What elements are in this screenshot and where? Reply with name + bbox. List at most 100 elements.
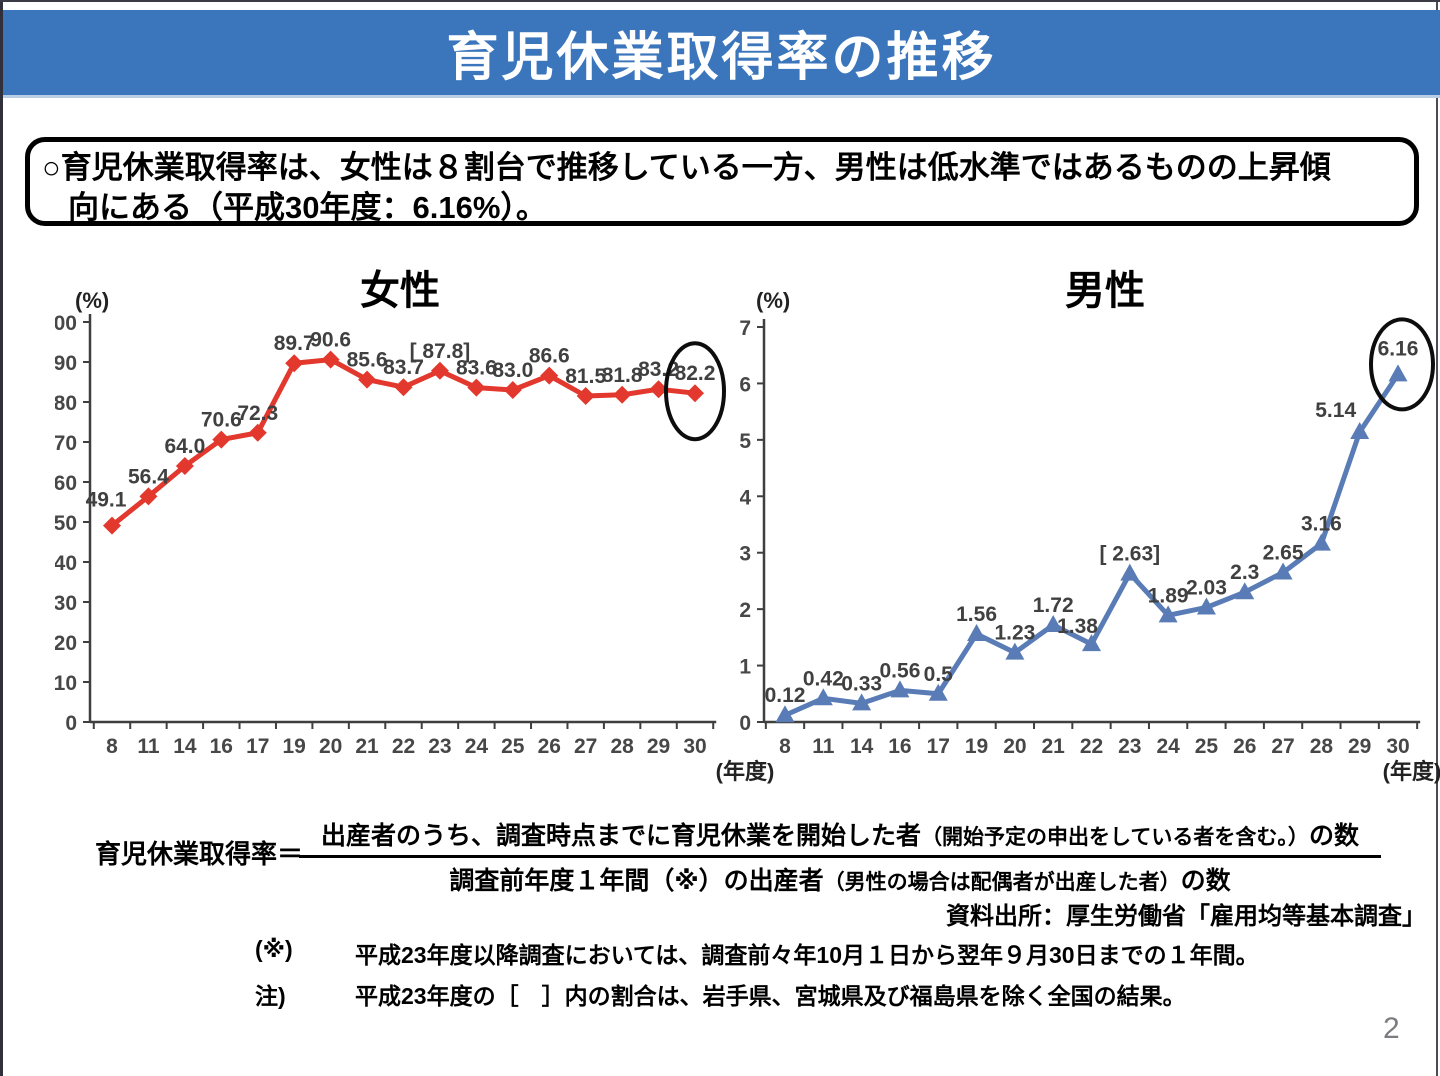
y-axis-tick-label: 20 (55, 632, 77, 655)
y-axis-unit-label: (%) (756, 288, 790, 313)
y-axis-tick-label: 6 (740, 373, 751, 396)
formula-lhs: 育児休業取得率＝ (95, 839, 304, 869)
data-point-marker (1043, 614, 1063, 632)
summary-text: ○育児休業取得率は、女性は８割台で推移している一方、男性は低水準ではあるものの上… (42, 148, 1402, 227)
summary-box: ○育児休業取得率は、女性は８割台で推移している一方、男性は低水準ではあるものの上… (25, 137, 1419, 226)
formula-numerator: 出産者のうち、調査時点までに育児休業を開始した者（開始予定の申出をしている者を含… (299, 816, 1381, 852)
summary-line-2: 向にある（平成30年度：6.16%）。 (68, 189, 547, 225)
data-point-marker (503, 381, 522, 399)
male-chart: 0 1 2 3 4 5 6 7 8 11 14 16 17 19 20 21 22 23 24 25 26 27 28 29 3… (739, 272, 1440, 802)
x-axis-tick-label: 17 (927, 735, 950, 758)
data-point-label: 56.4 (128, 465, 169, 488)
data-point-label: 64.0 (164, 435, 205, 458)
page-top-border (0, 0, 1440, 2)
data-point-marker (1350, 421, 1370, 439)
x-axis-tick-label: 23 (1118, 735, 1141, 758)
data-point-label: 0.42 (803, 667, 844, 690)
x-axis-tick-label: 21 (355, 735, 379, 758)
data-point-label: 1.23 (994, 622, 1035, 645)
data-point-label: 83.6 (456, 357, 497, 380)
data-point-label: 2.65 (1263, 541, 1304, 564)
x-axis-tick-label: 30 (683, 735, 706, 758)
chart-canvas: 0102030405060708090100811141617192021222… (42, 288, 775, 784)
source-attribution: 資料出所：厚生労働省「雇用均等基本調査」 (946, 903, 1426, 930)
data-point-marker (540, 366, 559, 385)
formula: 育児休業取得率＝ 出産者のうち、調査時点までに育児休業を開始した者（開始予定の申… (95, 816, 1395, 895)
page-title: 育児休業取得率の推移 (446, 29, 997, 87)
data-point-label: 82.2 (675, 362, 716, 385)
data-point-marker (139, 487, 158, 506)
numerator-main: 出産者のうち、調査時点までに育児休業を開始した者 (321, 822, 922, 850)
data-point-label: 83.0 (492, 359, 533, 382)
series-line (782, 371, 1401, 718)
data-point-marker (1196, 597, 1216, 615)
x-axis-tick-label: 24 (465, 735, 489, 758)
y-axis-tick-label: 5 (740, 430, 751, 453)
data-point-label: 1.72 (1033, 594, 1074, 617)
y-axis-tick-label: 10 (55, 672, 77, 695)
data-point-label: 81.8 (602, 364, 643, 387)
y-axis-tick-label: 7 (740, 317, 751, 340)
summary-line-1: ○育児休業取得率は、女性は８割台で推移している一方、男性は低水準ではあるものの上… (42, 150, 1331, 185)
highlight-ellipse (1369, 317, 1435, 412)
x-axis-tick-label: 23 (428, 735, 451, 758)
y-axis-unit-label: (%) (75, 288, 109, 313)
y-axis-tick-label: 0 (65, 712, 77, 735)
data-point-marker (1273, 562, 1293, 580)
y-axis-tick-label: 60 (55, 472, 77, 495)
data-point-marker (852, 693, 872, 711)
x-axis-tick-label: 8 (779, 735, 791, 758)
x-axis-tick-label: 14 (173, 735, 197, 758)
data-point-label: 0.12 (765, 684, 806, 707)
page-left-border (0, 0, 3, 1076)
note-2-text: 平成23年度の［ ］内の割合は、岩手県、宮城県及び福島県を除く全国の結果。 (355, 983, 1186, 1009)
x-axis-tick-label: 11 (137, 735, 160, 758)
y-axis-tick-label: 0 (740, 712, 751, 735)
data-point-marker (686, 384, 704, 403)
y-axis-tick-label: 50 (55, 512, 77, 535)
data-point-label: [ 87.8] (410, 340, 471, 363)
data-point-label: 6.16 (1378, 337, 1419, 360)
x-axis-tick-label: 29 (1348, 735, 1371, 758)
data-point-marker (775, 705, 795, 723)
title-bar: 育児休業取得率の推移 (3, 10, 1440, 98)
x-axis-tick-label: 22 (392, 735, 415, 758)
x-axis-tick-label: 17 (246, 735, 269, 758)
y-axis-tick-label: 80 (55, 392, 77, 415)
x-axis-caption: (年度) (716, 759, 775, 784)
numerator-suffix: の数 (1308, 822, 1359, 850)
x-axis-tick-label: 16 (210, 735, 233, 758)
y-axis-tick-label: 90 (55, 352, 77, 375)
note-1-text: 平成23年度以降調査においては、調査前々年10月１日から翌年９月30日までの１年… (355, 942, 1259, 968)
x-axis-tick-label: 19 (965, 735, 988, 758)
data-point-marker (1120, 563, 1140, 581)
data-point-label: 90.6 (310, 329, 351, 352)
x-axis-tick-label: 8 (106, 735, 118, 758)
data-point-label: 0.33 (841, 672, 882, 695)
data-point-marker (1311, 533, 1331, 551)
fraction-bar (299, 855, 1381, 858)
data-point-marker (1005, 642, 1025, 660)
x-axis-tick-label: 30 (1386, 735, 1409, 758)
page-right-border (1436, 0, 1438, 1076)
data-point-marker (321, 350, 340, 369)
data-point-label: 1.89 (1148, 584, 1189, 607)
x-axis-caption: (年度) (1383, 759, 1440, 784)
data-point-marker (576, 387, 595, 405)
x-axis-tick-label: 27 (1271, 735, 1294, 758)
data-point-marker (430, 361, 449, 380)
note-row: (※) 平成23年度以降調査においては、調査前々年10月１日から翌年９月30日ま… (255, 936, 1259, 970)
x-axis-tick-label: 11 (812, 735, 835, 758)
data-point-label: 1.56 (956, 603, 997, 626)
x-axis-tick-label: 22 (1080, 735, 1103, 758)
data-point-label: [ 2.63] (1099, 543, 1160, 566)
note-row: 注) 平成23年度の［ ］内の割合は、岩手県、宮城県及び福島県を除く全国の結果。 (255, 977, 1259, 1011)
data-point-marker (394, 378, 413, 397)
x-axis-tick-label: 20 (319, 735, 342, 758)
data-point-marker (285, 354, 304, 373)
x-axis-tick-label: 28 (610, 735, 634, 758)
formula-denominator: 調査前年度１年間（※）の出産者（男性の場合は配偶者が出産した者）の数 (299, 861, 1381, 897)
data-point-marker (248, 423, 267, 442)
data-point-marker (175, 457, 194, 475)
